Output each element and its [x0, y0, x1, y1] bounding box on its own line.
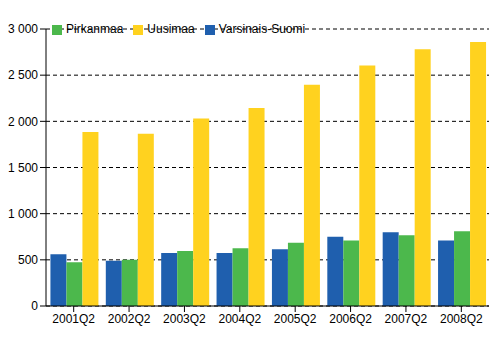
svg-text:2 000: 2 000 — [8, 115, 38, 129]
html-text:Pirkanmaa: Pirkanmaa — [66, 22, 124, 36]
svg-text:500: 500 — [18, 253, 38, 267]
svg-text:2002Q2: 2002Q2 — [108, 312, 151, 326]
svg-text:1 000: 1 000 — [8, 207, 38, 221]
svg-text:2 500: 2 500 — [8, 68, 38, 82]
svg-text:3 000: 3 000 — [8, 22, 38, 36]
svg-text:2004Q2: 2004Q2 — [218, 312, 261, 326]
svg-text:2003Q2: 2003Q2 — [163, 312, 206, 326]
html-text:Varsinais-Suomi: Varsinais-Suomi — [218, 22, 306, 36]
svg-text:2006Q2: 2006Q2 — [329, 312, 372, 326]
svg-text:1 500: 1 500 — [8, 161, 38, 175]
svg-text:2008Q2: 2008Q2 — [440, 312, 483, 326]
svg-text:2001Q2: 2001Q2 — [52, 312, 95, 326]
svg-text:2005Q2: 2005Q2 — [274, 312, 317, 326]
html-text:Uusimaa: Uusimaa — [147, 22, 195, 36]
svg-text:0: 0 — [31, 299, 38, 313]
svg-text:2007Q2: 2007Q2 — [385, 312, 428, 326]
